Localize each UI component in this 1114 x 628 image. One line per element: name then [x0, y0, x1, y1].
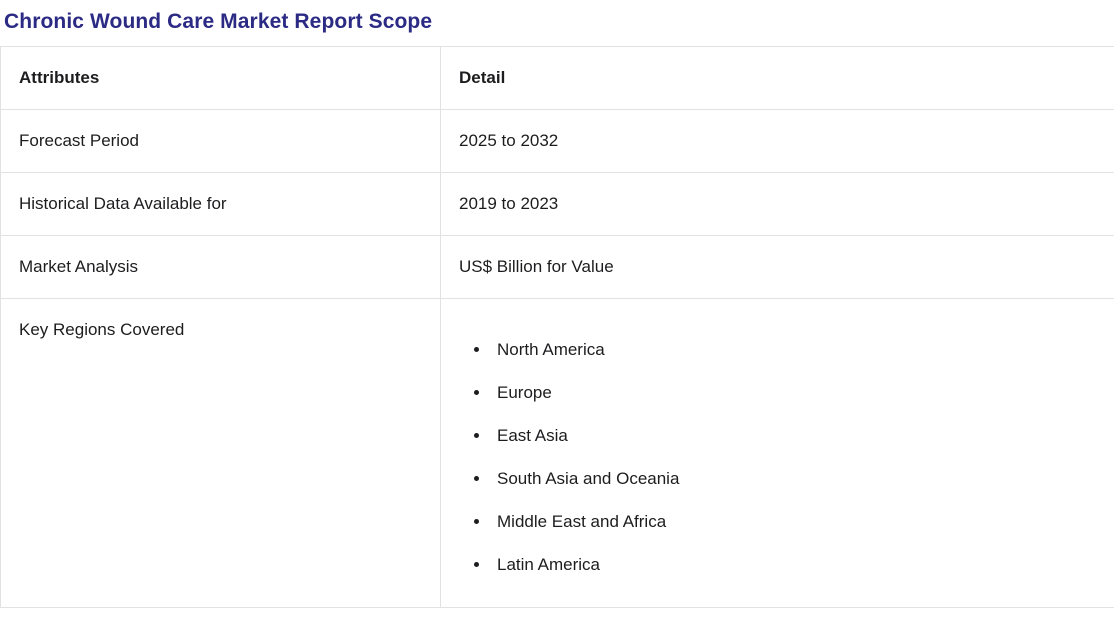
list-item: East Asia: [491, 414, 1096, 457]
detail-forecast-period: 2025 to 2032: [440, 109, 1114, 173]
attribute-historical-data: Historical Data Available for: [0, 172, 441, 236]
table-row: Historical Data Available for 2019 to 20…: [0, 172, 1114, 236]
regions-list: North America Europe East Asia South Asi…: [491, 328, 1096, 586]
page-title: Chronic Wound Care Market Report Scope: [4, 10, 433, 33]
detail-market-analysis: US$ Billion for Value: [440, 235, 1114, 299]
detail-key-regions: North America Europe East Asia South Asi…: [440, 298, 1114, 608]
table-row: Market Analysis US$ Billion for Value: [0, 235, 1114, 299]
header-attributes: Attributes: [0, 46, 441, 110]
list-item: North America: [491, 328, 1096, 371]
attribute-key-regions: Key Regions Covered: [0, 298, 441, 608]
table-header-row: Attributes Detail: [0, 46, 1114, 110]
list-item: Middle East and Africa: [491, 500, 1096, 543]
list-item: South Asia and Oceania: [491, 457, 1096, 500]
detail-historical-data: 2019 to 2023: [440, 172, 1114, 236]
table-row: Forecast Period 2025 to 2032: [0, 109, 1114, 173]
header-detail: Detail: [440, 46, 1114, 110]
report-scope-table: Attributes Detail Forecast Period 2025 t…: [0, 46, 1114, 608]
list-item: Europe: [491, 371, 1096, 414]
list-item: Latin America: [491, 543, 1096, 586]
attribute-market-analysis: Market Analysis: [0, 235, 441, 299]
table-row: Key Regions Covered North America Europe…: [0, 298, 1114, 608]
attribute-forecast-period: Forecast Period: [0, 109, 441, 173]
